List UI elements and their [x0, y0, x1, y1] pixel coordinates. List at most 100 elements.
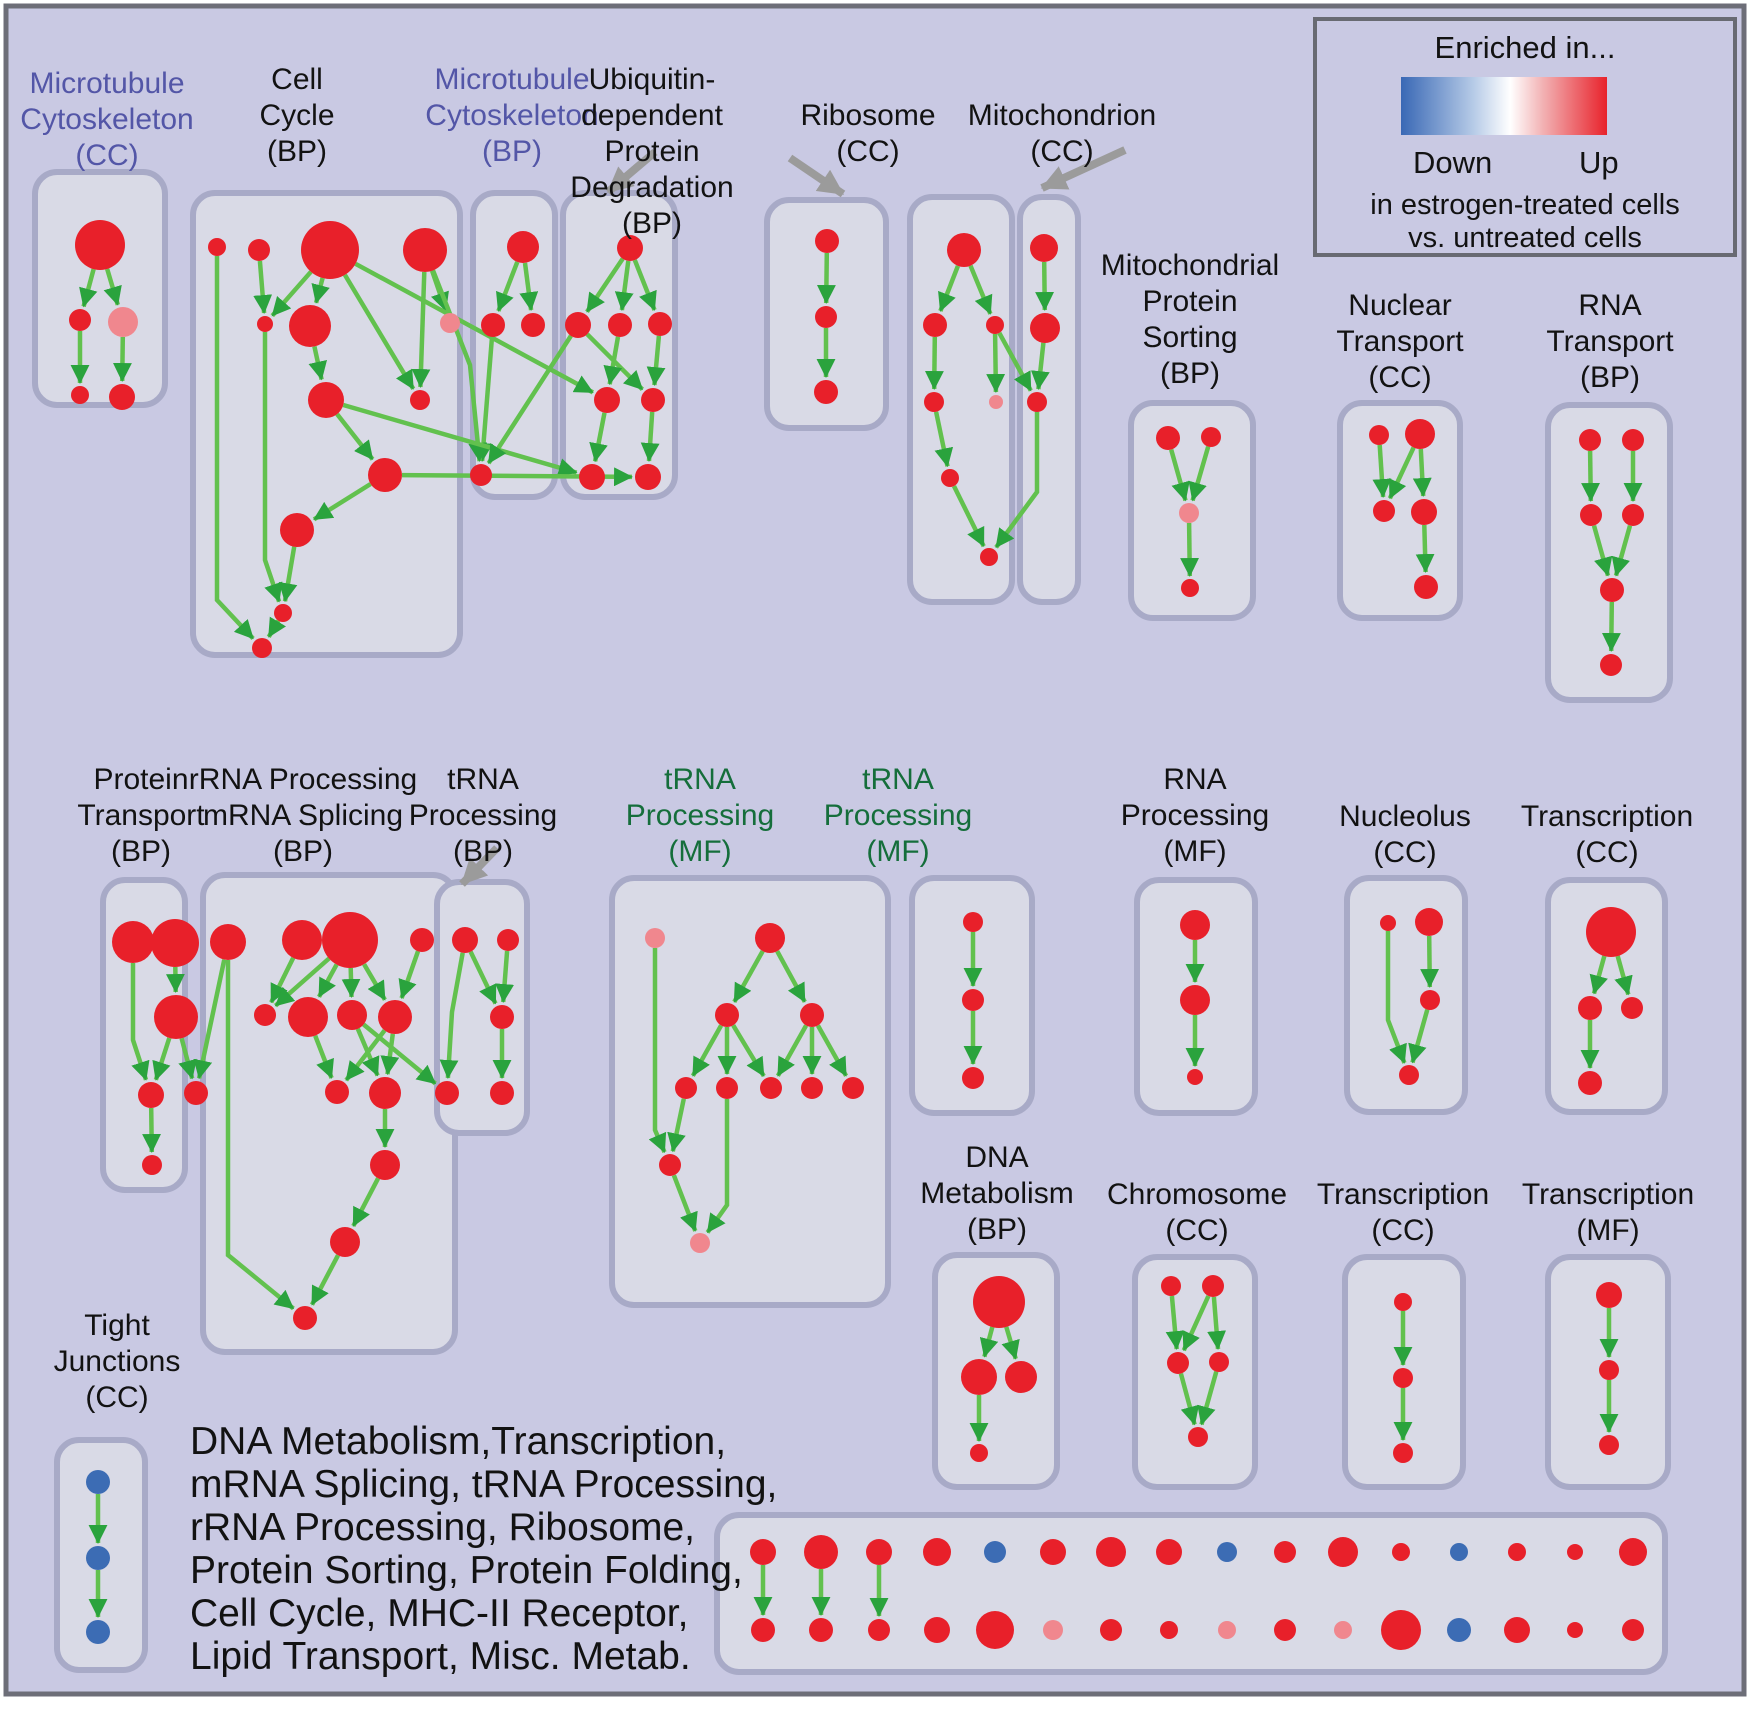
go-term-node	[154, 995, 198, 1039]
go-term-node	[337, 1000, 367, 1030]
edge	[79, 268, 98, 308]
edge	[671, 1174, 698, 1232]
edge	[214, 256, 255, 641]
cluster-box-nucleolus-cc	[1344, 875, 1468, 1115]
edge	[705, 1099, 730, 1234]
edge	[632, 259, 657, 311]
edge	[924, 336, 944, 390]
edge	[1001, 1326, 1020, 1360]
edge	[430, 269, 488, 463]
cluster-box-transcription-cc-mid	[1545, 877, 1668, 1115]
go-term-node	[151, 919, 199, 967]
go-term-node	[288, 997, 328, 1037]
go-term-node	[1179, 503, 1199, 523]
go-term-node	[1030, 234, 1058, 262]
go-term-node	[923, 1538, 951, 1566]
go-term-node	[252, 638, 272, 658]
go-term-node	[470, 464, 492, 486]
edge	[519, 262, 539, 312]
edge	[1415, 524, 1435, 573]
go-term-node	[1450, 1543, 1468, 1561]
go-term-node	[71, 386, 89, 404]
go-term-node	[980, 548, 998, 566]
edge	[225, 960, 295, 1311]
go-term-node	[947, 233, 981, 267]
edge	[193, 959, 227, 1080]
go-term-node	[1161, 1276, 1181, 1296]
misc-category-list: DNA Metabolism,Transcription, mRNA Splic…	[190, 1420, 778, 1678]
edge	[312, 482, 372, 522]
go-term-node	[1504, 1617, 1530, 1643]
edge	[775, 950, 807, 1003]
cluster-box-rna-transport	[1545, 402, 1673, 703]
cluster-box-chromosome-cc	[1132, 1254, 1258, 1490]
go-term-node	[108, 307, 138, 337]
go-term-node	[973, 1276, 1025, 1328]
go-term-node	[1043, 1620, 1063, 1640]
go-term-node	[1622, 504, 1644, 526]
go-term-node	[1040, 1539, 1066, 1565]
go-term-node	[1596, 1282, 1622, 1308]
go-term-node	[1027, 392, 1047, 412]
go-term-node	[751, 1618, 775, 1642]
edge	[968, 264, 993, 315]
gray-annotation-arrow	[787, 154, 846, 198]
go-term-node	[435, 1081, 459, 1105]
edge	[486, 334, 573, 465]
legend-down-label: Down	[1413, 145, 1493, 180]
edge	[1181, 1295, 1211, 1352]
go-term-node	[208, 238, 226, 256]
go-term-node	[1619, 1538, 1647, 1566]
go-term-node	[716, 1077, 738, 1099]
label-nuclear-transport: Nuclear Transport (CC)	[1336, 289, 1464, 394]
label-trna-bp: tRNA Processing (BP)	[408, 763, 558, 868]
edge	[380, 1033, 400, 1076]
go-term-node	[690, 1233, 710, 1253]
go-term-node	[1156, 1539, 1182, 1565]
go-term-node	[1202, 1275, 1224, 1297]
edge	[253, 260, 273, 314]
go-term-node	[497, 929, 519, 951]
go-term-node	[617, 235, 643, 261]
go-term-node	[1274, 1541, 1296, 1563]
edge	[270, 270, 313, 318]
go-term-node	[963, 912, 983, 932]
edge	[1188, 445, 1211, 502]
go-term-node	[648, 312, 672, 336]
go-term-node	[521, 313, 545, 337]
go-term-node	[1622, 429, 1644, 451]
go-term-node	[815, 306, 837, 328]
go-term-node	[1600, 578, 1624, 602]
edge	[667, 1098, 687, 1153]
go-term-node	[289, 305, 331, 347]
go-term-node	[801, 1077, 823, 1099]
label-rna-transport: RNA Transport (BP)	[1546, 289, 1674, 394]
go-term-node	[1392, 1543, 1410, 1561]
go-term-node	[1578, 1071, 1602, 1095]
go-term-node	[1160, 1621, 1178, 1639]
label-trna-mf-small: tRNA Processing (MF)	[823, 763, 973, 868]
go-term-node	[1414, 575, 1438, 599]
go-term-node	[1567, 1622, 1583, 1638]
go-term-node	[1600, 654, 1622, 676]
label-transcription-cc-bottom: Transcription (CC)	[1316, 1178, 1490, 1247]
go-term-node	[594, 387, 620, 413]
edge	[278, 546, 298, 603]
go-term-node	[1188, 1427, 1208, 1447]
edge	[1601, 601, 1621, 652]
edge	[648, 948, 667, 1153]
go-term-node	[1415, 908, 1443, 936]
go-term-node	[1579, 429, 1601, 451]
go-term-node	[440, 313, 460, 333]
go-term-node	[989, 395, 1003, 409]
go-term-node	[403, 228, 447, 272]
go-term-node	[109, 384, 135, 410]
go-term-node	[330, 1227, 360, 1257]
edge	[1591, 524, 1613, 577]
go-term-node	[1201, 427, 1221, 447]
edge	[335, 412, 375, 461]
go-term-node	[1156, 426, 1180, 450]
label-microtubule-bp: Microtubule Cytoskeleton (BP)	[425, 63, 599, 168]
go-term-node	[1180, 910, 1210, 940]
